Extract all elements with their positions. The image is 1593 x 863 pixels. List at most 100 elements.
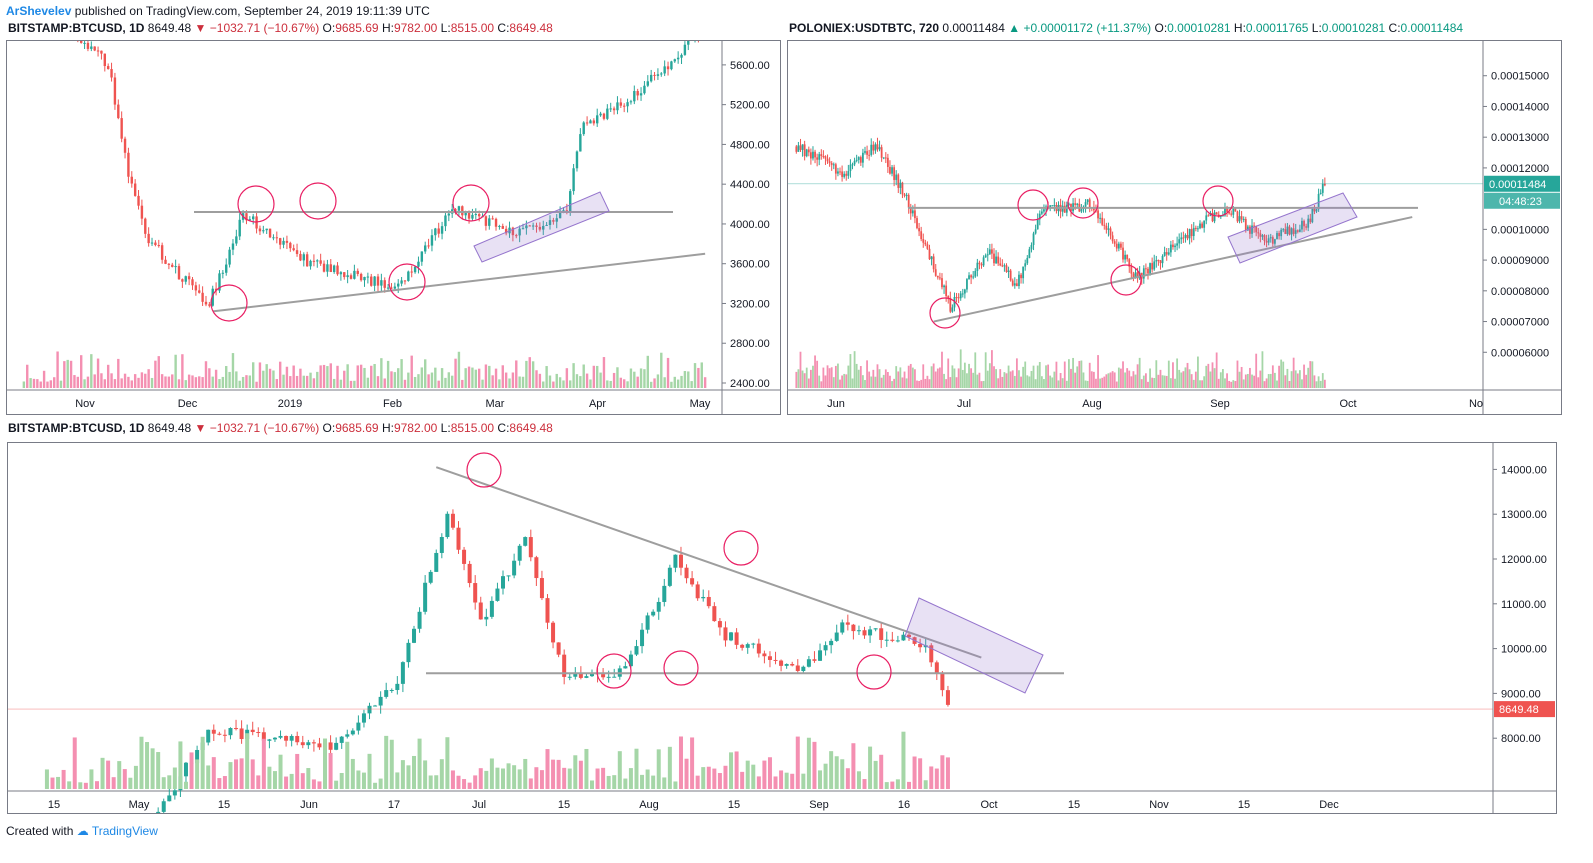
volume-bar: [1236, 360, 1239, 388]
volume-bar: [450, 375, 454, 388]
legend-change: −1032.71 (−10.67%): [209, 21, 320, 35]
volume-bar: [862, 375, 864, 388]
candle-body: [1126, 254, 1129, 260]
volume-bar: [406, 765, 411, 789]
candle-body: [1319, 192, 1322, 194]
volume-bar: [784, 772, 789, 789]
candle-body: [1032, 233, 1035, 245]
volume-bar: [907, 365, 910, 388]
candle-body: [272, 737, 277, 740]
volume-bar: [1313, 375, 1316, 388]
volume-bar: [501, 768, 505, 789]
candle-body: [633, 91, 636, 102]
volume-bar: [612, 372, 616, 388]
candle-body: [447, 213, 451, 216]
volume-bar: [1284, 375, 1287, 388]
candle-body: [96, 50, 100, 52]
candle-body: [484, 216, 488, 226]
candle-body: [79, 41, 83, 43]
volume-bar: [820, 381, 823, 388]
volume-bar: [83, 379, 86, 388]
candle-body: [868, 629, 873, 636]
volume-bar: [1317, 376, 1320, 388]
chart-panel-3[interactable]: 14000.00 13000.00 12000.00 11000.00 10000.00…: [7, 442, 1557, 814]
legend-last: 0.00011484: [942, 21, 1005, 35]
candle-body: [1317, 193, 1320, 210]
candle-body: [970, 275, 973, 278]
volume-bar: [697, 367, 700, 388]
candle-body: [907, 634, 912, 638]
volume-bar: [1122, 361, 1124, 388]
volume-bar: [1228, 380, 1231, 388]
volume-bar: [712, 768, 717, 789]
candle-body: [924, 242, 927, 245]
chart-2-svg[interactable]: 0.00015000 0.00014000 0.00013000 0.00012000…: [788, 41, 1561, 414]
candle-body: [1030, 244, 1033, 250]
footer-brand[interactable]: TradingView: [91, 824, 158, 838]
volume-bar: [361, 772, 366, 789]
volume-bar: [823, 763, 828, 789]
volume-bar: [801, 370, 804, 388]
legend-low: 8515.00: [450, 421, 495, 435]
volume-bar: [177, 379, 181, 388]
volume-bar: [895, 779, 900, 789]
candle-body: [467, 211, 471, 219]
volume-bar: [474, 369, 477, 388]
candle-body: [978, 262, 981, 265]
volume-bar: [305, 375, 309, 388]
volume-bar: [995, 369, 997, 388]
candle-body: [1182, 237, 1185, 239]
candle-body: [1172, 244, 1174, 248]
volume-bar: [56, 776, 61, 789]
volume-bar: [567, 768, 572, 789]
volume-bar: [1280, 359, 1283, 388]
candle-body: [862, 630, 867, 636]
volume-bar: [943, 373, 945, 388]
volume-bar: [1090, 371, 1093, 388]
candle-body: [100, 50, 103, 54]
volume-bar: [481, 379, 484, 388]
volume-bar: [828, 368, 831, 388]
volume-bar: [993, 366, 995, 388]
volume-bar: [756, 776, 761, 789]
chart-panel-1[interactable]: 5600.00 5200.00 4800.00 4400.00 4000.00 3600.…: [6, 40, 781, 415]
volume-bar: [1115, 381, 1118, 388]
tradingview-logo-icon: ☁: [76, 824, 89, 838]
chart-1-svg[interactable]: 5600.00 5200.00 4800.00 4400.00 4000.00 3600.…: [7, 41, 780, 414]
candle-body: [528, 537, 533, 558]
candle-body: [634, 646, 639, 655]
volume-bar: [656, 749, 661, 789]
volume-bar: [498, 379, 501, 388]
volume-bar: [467, 782, 472, 789]
candle-body: [812, 659, 817, 661]
chart-panel-2[interactable]: 0.00015000 0.00014000 0.00013000 0.00012000…: [787, 40, 1562, 415]
author-link[interactable]: ArShevelev: [6, 4, 72, 18]
candle-body: [1145, 268, 1147, 270]
volume-bar: [1194, 371, 1197, 388]
volume-bar: [299, 368, 302, 388]
volume-bar: [428, 775, 433, 789]
volume-bar: [834, 365, 837, 388]
candle-body: [1034, 229, 1037, 234]
volume-bar: [807, 378, 810, 388]
volume-bar: [890, 781, 895, 789]
volume-bar: [268, 368, 272, 388]
volume-bar: [285, 366, 289, 388]
volume-bar: [1311, 361, 1314, 388]
candle-body: [1251, 225, 1253, 234]
candle-body: [512, 560, 517, 576]
legend-c-label: C:: [1388, 21, 1401, 35]
legend-high: 9782.00: [393, 21, 438, 35]
candle-body: [1197, 228, 1199, 230]
candle-body: [144, 218, 147, 234]
candle-body: [974, 270, 977, 277]
volume-bar: [525, 360, 528, 388]
volume-bar: [127, 376, 130, 388]
x-tick-label: Oct: [1339, 398, 1356, 410]
volume-bar: [649, 381, 653, 388]
candle-body: [231, 243, 235, 250]
volume-bar: [729, 752, 734, 789]
candle-body: [370, 276, 373, 286]
chart-3-svg[interactable]: 14000.00 13000.00 12000.00 11000.00 10000.00…: [8, 443, 1556, 813]
candle-body: [599, 113, 602, 116]
